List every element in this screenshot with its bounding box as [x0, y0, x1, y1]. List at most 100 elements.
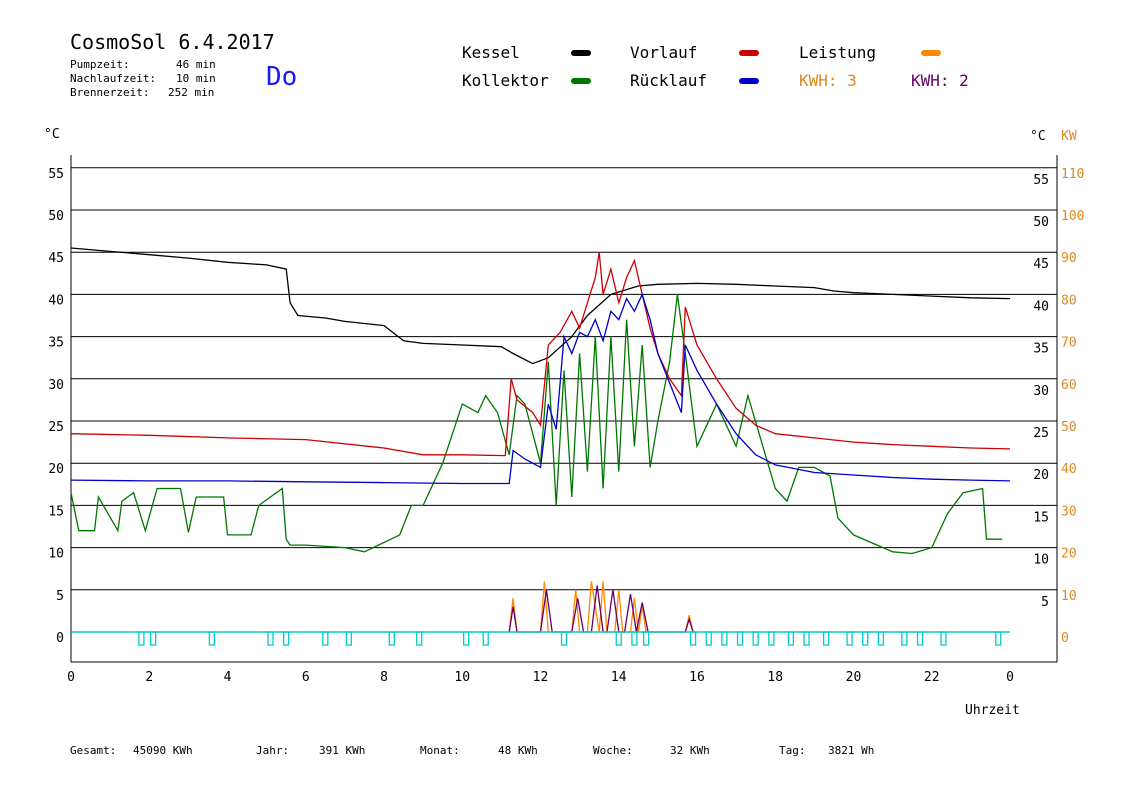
x-tick: 22	[924, 670, 940, 685]
pump-markers	[71, 631, 1010, 646]
run-time-label: Nachlaufzeit:	[70, 72, 157, 85]
y-tick-kw: 30	[1061, 504, 1077, 519]
pump-on-marker	[940, 631, 947, 646]
day-total-label: Tag:	[779, 744, 806, 757]
x-tick: 14	[611, 670, 627, 685]
y-tick-right: 40	[1033, 299, 1049, 314]
pump-on-marker	[916, 631, 924, 646]
legend-vorlauf-swatch	[739, 50, 759, 56]
y-ticks-kw: 0 10 20 30 40 50 60 70 80 90 100 110	[1061, 167, 1084, 646]
y-label-right-1: °C	[1030, 129, 1046, 144]
y-tick-right: 20	[1033, 468, 1049, 483]
pump-on-marker	[721, 631, 728, 646]
y-tick-left: 30	[48, 378, 64, 393]
total-value: 45090 KWh	[133, 744, 193, 757]
y-tick-kw: 110	[1061, 167, 1084, 182]
x-tick: 6	[302, 670, 310, 685]
series-line-leistung	[508, 581, 694, 633]
legend-kwh1: KWH: 3	[799, 71, 857, 90]
x-tick: 20	[846, 670, 862, 685]
pump-on-marker	[138, 631, 145, 646]
x-tick: 4	[224, 670, 232, 685]
pump-on-marker	[862, 631, 869, 646]
x-tick: 18	[767, 670, 783, 685]
run-time-value: 10 min	[176, 72, 216, 85]
pump-on-marker	[322, 631, 329, 646]
y-tick-kw: 70	[1061, 336, 1077, 351]
pump-on-marker	[822, 631, 830, 646]
series-line-r-cklauf	[70, 292, 1011, 485]
x-tick: 12	[533, 670, 549, 685]
pump-on-marker	[689, 631, 697, 646]
x-tick: 0	[1006, 670, 1014, 685]
y-tick-left: 20	[48, 462, 64, 477]
pump-on-marker	[345, 631, 352, 646]
y-tick-left: 5	[56, 589, 64, 604]
week-label: Woche:	[593, 744, 633, 757]
y-tick-kw: 100	[1061, 209, 1084, 224]
y-ticks-left: 0 5 10 15 20 25 30 35 40 45 50 55	[48, 167, 64, 646]
year-value: 391 KWh	[319, 744, 366, 757]
y-tick-kw: 90	[1061, 251, 1077, 266]
y-tick-kw: 0	[1061, 631, 1069, 646]
x-tick: 16	[689, 670, 705, 685]
pump-time-value: 46 min	[176, 58, 216, 71]
legend-ruecklauf-swatch	[739, 78, 759, 84]
series-lines	[70, 247, 1011, 633]
pump-on-marker	[803, 631, 810, 646]
legend-kessel: Kessel	[462, 43, 520, 62]
month-value: 48 KWh	[498, 744, 538, 757]
x-axis-label: Uhrzeit	[965, 703, 1020, 718]
legend-leistung: Leistung	[799, 43, 877, 62]
pump-time-label: Pumpzeit:	[70, 58, 130, 71]
y-tick-left: 25	[48, 420, 64, 435]
legend-kollektor-swatch	[571, 78, 591, 84]
pump-on-marker	[705, 631, 712, 646]
pump-on-marker	[283, 631, 290, 646]
y-tick-left: 0	[56, 631, 64, 646]
y-label-right-2: KW	[1061, 129, 1077, 144]
day-total-value: 3821 Wh	[828, 744, 875, 757]
pump-on-marker	[995, 631, 1002, 646]
pump-on-marker	[416, 631, 423, 646]
y-tick-right: 15	[1033, 510, 1049, 525]
y-tick-kw: 20	[1061, 547, 1077, 562]
total-label: Gesamt:	[70, 744, 117, 757]
pump-on-marker	[482, 631, 489, 646]
pump-on-marker	[787, 631, 795, 646]
y-tick-left: 15	[48, 504, 64, 519]
y-tick-kw: 10	[1061, 589, 1077, 604]
legend-leistung-swatch	[921, 50, 941, 56]
week-value: 32 KWh	[670, 744, 710, 757]
pump-on-marker	[877, 631, 885, 646]
pump-on-marker	[615, 631, 622, 646]
x-tick: 8	[380, 670, 388, 685]
pump-on-marker	[560, 631, 568, 646]
y-tick-right: 30	[1033, 384, 1049, 399]
y-tick-left: 40	[48, 293, 64, 308]
pump-on-marker	[267, 631, 274, 646]
y-tick-right: 55	[1033, 173, 1049, 188]
y-ticks-right: 5 10 15 20 25 30 35 40 45 50 55	[1033, 173, 1049, 610]
y-tick-left: 10	[48, 547, 64, 562]
legend-kessel-swatch	[571, 50, 591, 56]
x-tick: 0	[67, 670, 75, 685]
y-tick-right: 45	[1033, 257, 1049, 272]
y-tick-right: 10	[1033, 553, 1049, 568]
y-tick-left: 50	[48, 209, 64, 224]
pump-on-marker	[631, 631, 638, 646]
y-tick-right: 50	[1033, 215, 1049, 230]
y-tick-right: 35	[1033, 342, 1049, 357]
y-tick-kw: 50	[1061, 420, 1077, 435]
y-tick-kw: 40	[1061, 462, 1077, 477]
weekday-label: Do	[266, 62, 298, 92]
pump-on-marker	[901, 631, 908, 646]
y-label-left: °C	[44, 127, 60, 142]
year-label: Jahr:	[256, 744, 290, 757]
chart-title: CosmoSol 6.4.2017	[70, 30, 275, 54]
y-tick-kw: 60	[1061, 378, 1077, 393]
pump-on-marker	[752, 631, 759, 646]
legend-ruecklauf: Rücklauf	[630, 71, 708, 90]
axes	[70, 155, 1058, 663]
x-ticks: 0 2 4 6 8 10 12 14 16 18 20 22 0	[67, 670, 1014, 685]
